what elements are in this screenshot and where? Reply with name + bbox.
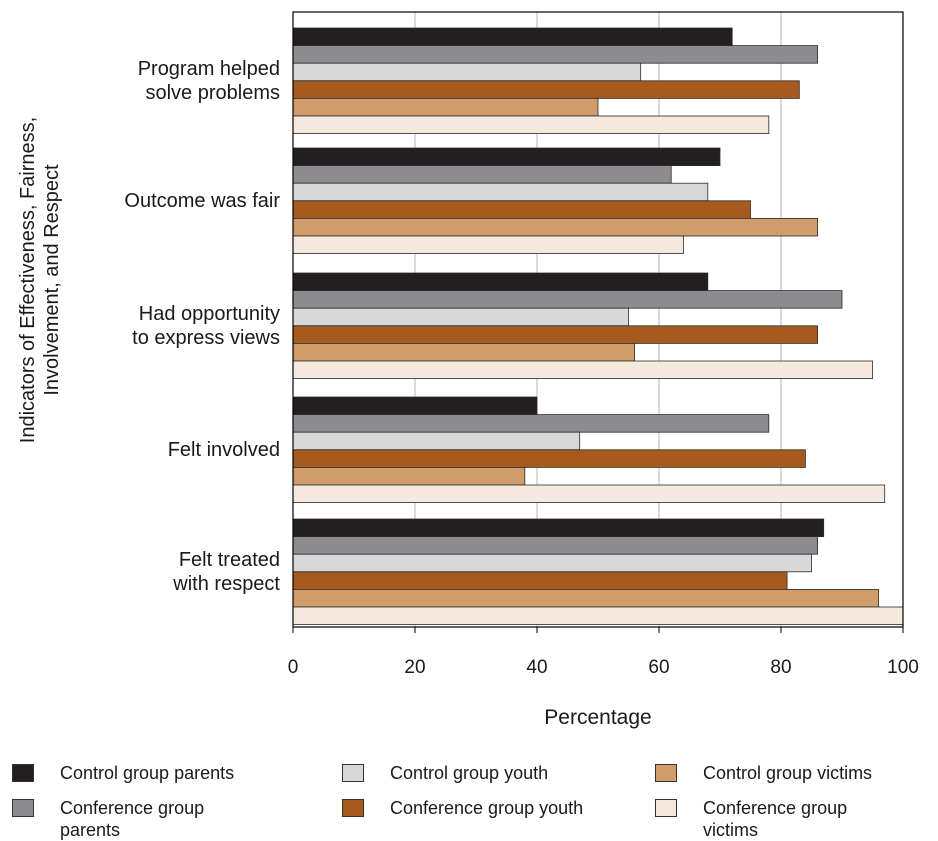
bar: [292, 200, 751, 219]
x-tick-label: 0: [287, 657, 299, 678]
category-label: Outcome was fair: [124, 189, 280, 212]
bar: [292, 342, 636, 362]
legend-swatch: [12, 799, 34, 817]
bar: [292, 449, 806, 468]
bar: [292, 62, 642, 82]
legend-swatch: [655, 799, 677, 817]
bar: [292, 165, 672, 184]
legend-label: Control group victims: [703, 763, 873, 783]
x-tick-label: 20: [404, 657, 426, 678]
legend-label: Control group parents: [60, 763, 235, 783]
category-label: solve problems: [145, 81, 280, 104]
legend-label: Conference group youth: [390, 798, 584, 818]
category-label: Program helped: [137, 57, 280, 80]
bar: [292, 147, 721, 167]
bar: [292, 235, 684, 255]
category-label: with respect: [173, 572, 280, 595]
bar: [292, 80, 800, 99]
legend-item: Conference group youth: [342, 797, 610, 819]
bar: [292, 27, 733, 47]
x-tick-label: 100: [887, 657, 919, 678]
bar: [292, 484, 886, 504]
bar: [292, 571, 788, 590]
bar: [292, 606, 904, 626]
category-label: Felt involved: [167, 438, 280, 461]
bar: [292, 307, 629, 327]
bar: [292, 182, 709, 202]
x-tick-label: 80: [770, 657, 792, 678]
legend-item: Control group victims: [655, 762, 923, 784]
legend-item: Conference group victims: [655, 797, 878, 841]
legend-swatch: [342, 799, 364, 817]
bar: [292, 589, 879, 608]
y-axis-label-line: Involvement, and Respect: [41, 164, 63, 396]
legend-item: Conference group parents: [12, 797, 235, 841]
bar: [292, 414, 770, 433]
bar: [292, 115, 770, 135]
bar: [292, 536, 818, 555]
bar: [292, 272, 709, 292]
y-axis-label-text: Indicators of Effectiveness, Fairness, In…: [16, 117, 64, 443]
bar: [292, 45, 818, 64]
category-label: Had opportunity: [138, 302, 280, 325]
bar: [292, 98, 599, 117]
bar: [292, 290, 843, 309]
legend-swatch: [655, 764, 677, 782]
bar: [292, 217, 818, 237]
bar: [292, 431, 581, 451]
x-tick-label: 60: [648, 657, 670, 678]
legend-swatch: [342, 764, 364, 782]
x-tick-label: 40: [526, 657, 548, 678]
bar: [292, 518, 825, 538]
legend-item: Control group parents: [12, 762, 280, 784]
legend-label: Conference group victims: [703, 798, 848, 840]
legend-label: Control group youth: [390, 763, 549, 783]
category-label: to express views: [132, 326, 280, 349]
legend-item: Control group youth: [342, 762, 610, 784]
legend-label: Conference group parents: [60, 798, 205, 840]
bar: [292, 466, 526, 486]
y-axis-label-line: Indicators of Effectiveness, Fairness,: [17, 116, 39, 444]
bar: [292, 396, 538, 416]
legend-swatch: [12, 764, 34, 782]
plot-frame: [292, 11, 904, 628]
x-axis-label: Percentage: [544, 706, 652, 729]
bar: [292, 553, 812, 573]
category-label: Felt treated: [178, 548, 280, 571]
bar: [292, 360, 873, 380]
bar: [292, 325, 818, 344]
